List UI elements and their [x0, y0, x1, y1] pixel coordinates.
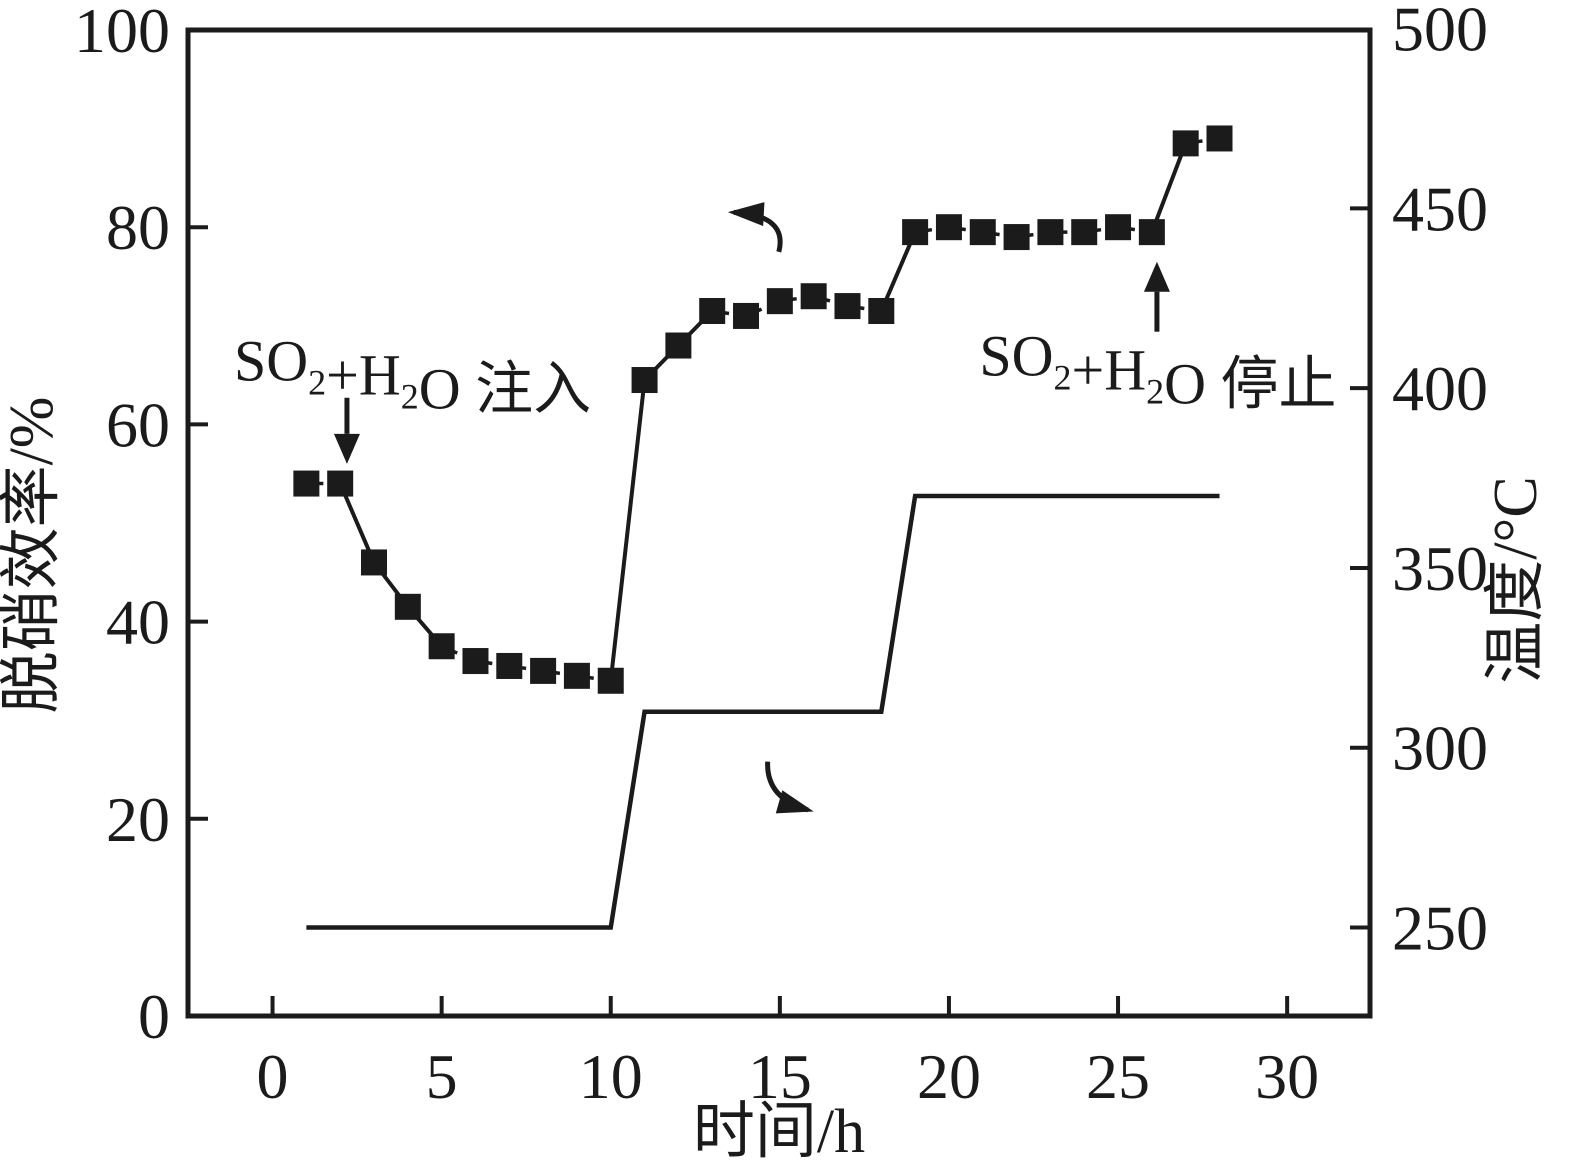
efficiency-point-marker [766, 288, 793, 315]
annotation-so2-h2o-inject: SO2+H2O 注入 [234, 328, 591, 464]
y-left-tick-label: 20 [106, 784, 170, 855]
efficiency-point-marker [597, 667, 624, 694]
x-tick-label: 20 [917, 1041, 981, 1112]
efficiency-point-marker [293, 470, 320, 497]
efficiency-point-marker [935, 214, 962, 241]
x-tick-label: 10 [579, 1041, 643, 1112]
efficiency-point-marker [868, 298, 895, 325]
axes-box [185, 27, 1373, 1019]
x-tick-label: 0 [257, 1041, 289, 1112]
x-axis-title: 时间/h [693, 1098, 865, 1166]
efficiency-point-marker [665, 332, 692, 359]
efficiency-point-marker [631, 367, 658, 394]
y-right-tick-label: 500 [1392, 0, 1488, 65]
annotation-so2-h2o-stop: SO2+H2O 停止 [979, 261, 1337, 416]
efficiency-point-marker [530, 657, 557, 684]
y-right-tick-label: 250 [1392, 893, 1488, 964]
efficiency-jump-segment [338, 482, 376, 564]
efficiency-point-marker [563, 662, 590, 689]
efficiency-point-marker [1206, 125, 1233, 152]
efficiency-point-marker [1037, 219, 1064, 246]
efficiency-point-marker [1071, 219, 1098, 246]
y-right-tick-label: 350 [1392, 533, 1488, 604]
y-right-axis-title: 温度/°C [1482, 476, 1550, 683]
efficiency-point-marker [733, 302, 760, 329]
y-right-tick-label: 450 [1392, 173, 1488, 244]
efficiency-point-marker [800, 283, 827, 310]
efficiency-point-marker [361, 549, 388, 576]
x-tick-label: 5 [426, 1041, 458, 1112]
efficiency-point-marker [834, 293, 861, 320]
curved-arrow-points-to-right-axis [765, 761, 814, 814]
y-left-tick-label: 80 [106, 192, 170, 263]
efficiency-point-marker [1003, 224, 1030, 251]
curved-arrow-head-icon [727, 202, 765, 227]
x-tick-label: 15 [748, 1041, 812, 1112]
efficiency-jump-segment [608, 379, 647, 681]
annotation-label: SO2+H2O 注入 [234, 328, 591, 421]
y-left-tick-label: 0 [138, 981, 170, 1052]
efficiency-point-marker [902, 219, 929, 246]
efficiency-point-marker [394, 593, 421, 620]
y-right-axis-ticks: 250 300 350 400 450 500 [1350, 0, 1488, 964]
efficiency-series [293, 125, 1233, 694]
y-left-axis-ticks: 0 20 40 60 80 100 [74, 0, 208, 1052]
x-tick-label: 30 [1255, 1041, 1319, 1112]
arrow-down-head-icon [333, 433, 360, 464]
efficiency-point-marker [428, 633, 455, 660]
efficiency-point-marker [1138, 219, 1165, 246]
y-right-tick-label: 400 [1392, 353, 1488, 424]
efficiency-point-marker [496, 652, 523, 679]
efficiency-point-marker [699, 298, 726, 325]
efficiency-jump-segment [1149, 142, 1188, 233]
annotation-label: SO2+H2O 停止 [979, 323, 1336, 416]
curved-arrow-head-icon [775, 790, 814, 814]
efficiency-point-marker [969, 219, 996, 246]
x-axis-ticks: 0 5 10 15 20 25 30 [257, 996, 1319, 1112]
efficiency-point-marker [1105, 214, 1132, 241]
efficiency-point-marker [327, 470, 354, 497]
y-left-tick-label: 40 [106, 587, 170, 658]
y-left-tick-label: 60 [106, 389, 170, 460]
y-right-tick-label: 300 [1392, 713, 1488, 784]
efficiency-point-marker [1172, 130, 1199, 157]
efficiency-point-marker [462, 648, 489, 675]
x-tick-label: 25 [1086, 1041, 1150, 1112]
temperature-line [306, 493, 1220, 930]
y-left-axis-title: 脱硝效率/% [0, 397, 66, 714]
curved-arrow-points-to-left-axis [727, 202, 783, 253]
efficiency-jump-segment [879, 231, 917, 312]
arrow-up-head-icon [1143, 261, 1170, 292]
y-left-tick-label: 100 [74, 0, 170, 66]
